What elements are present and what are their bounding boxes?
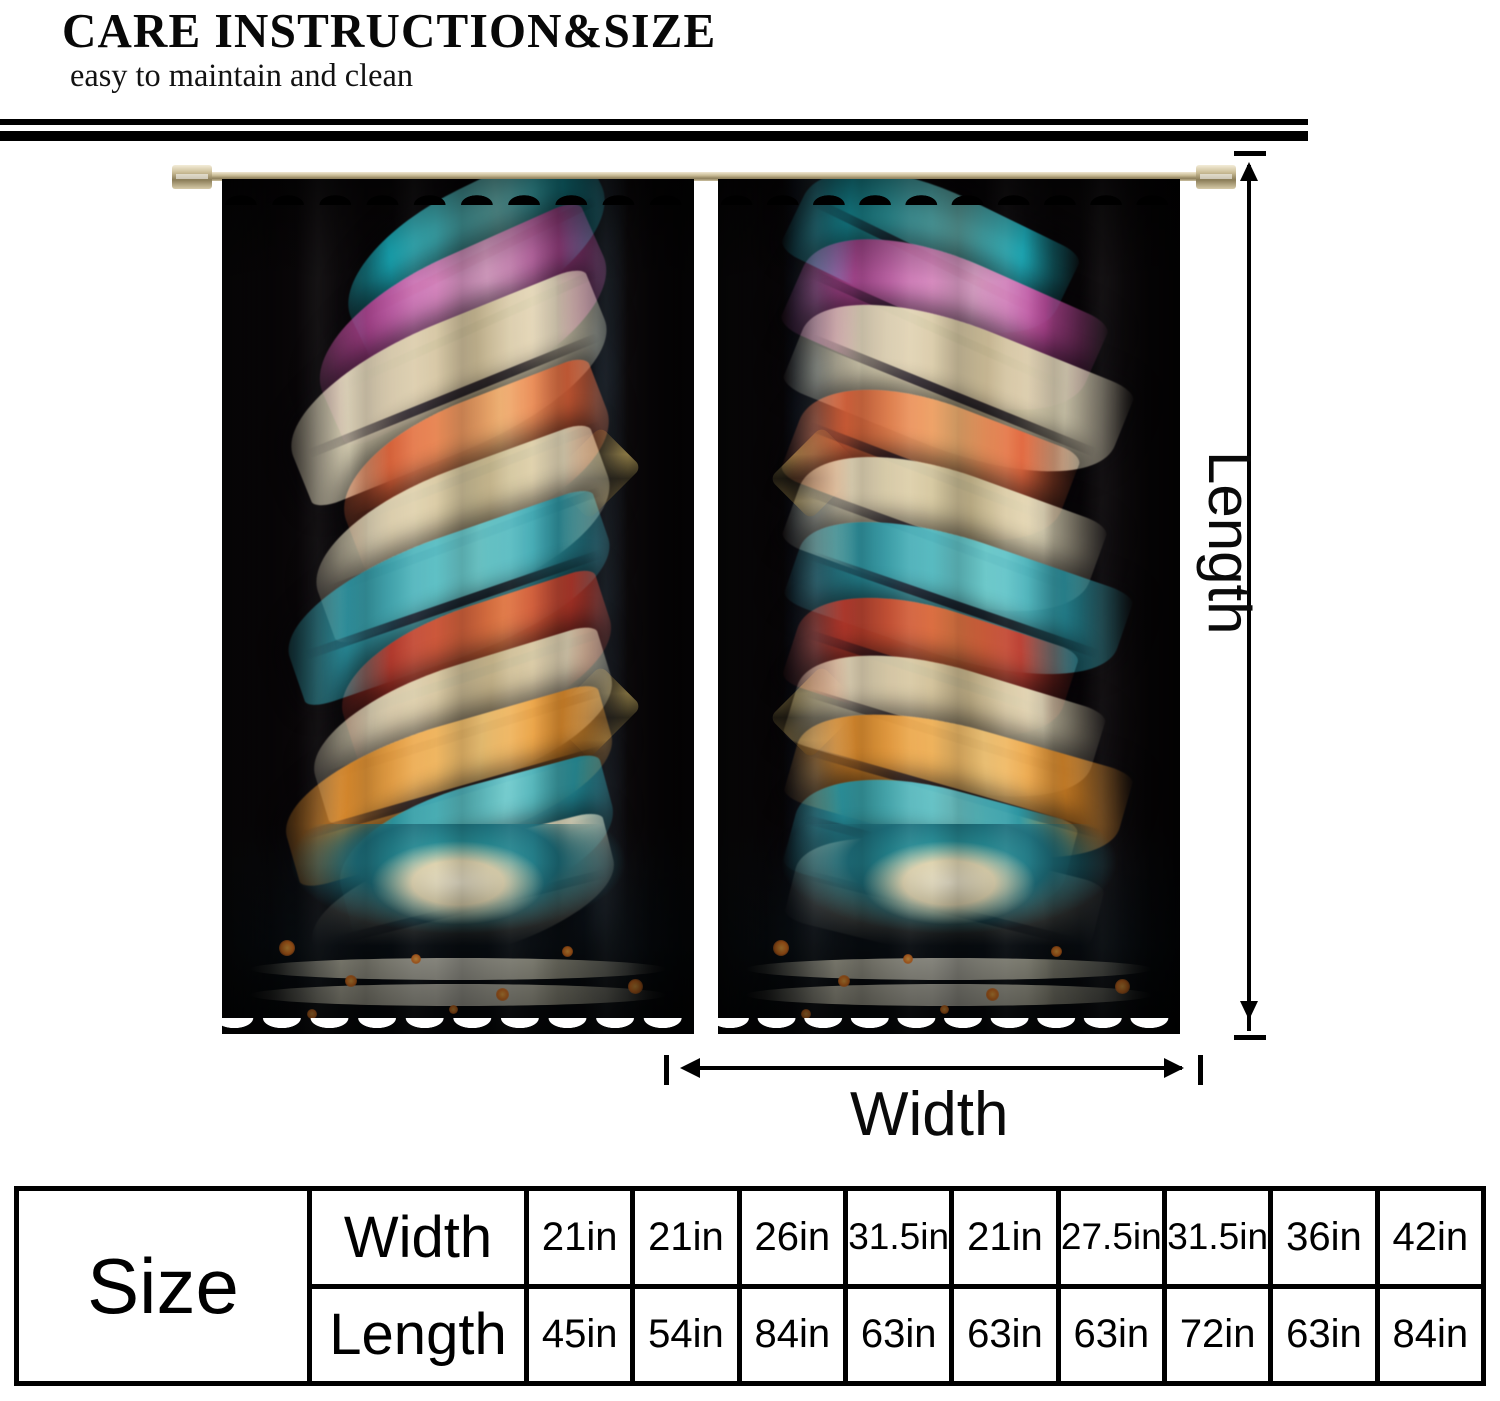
reflection-streak-0 — [745, 958, 1153, 981]
width-label: Width — [850, 1080, 1009, 1149]
length-tick-bottom — [1234, 1035, 1266, 1040]
width-tick-left — [664, 1055, 669, 1085]
product-image: Length Width — [0, 141, 1500, 1151]
width-arrowhead-right — [1164, 1058, 1184, 1078]
glowing-ember-6 — [448, 1004, 458, 1014]
length-value-8: 84in — [1374, 1283, 1487, 1386]
page-subtitle: easy to maintain and clean — [70, 58, 414, 94]
width-value-2: 26in — [736, 1186, 848, 1289]
rod-finial-left-icon — [172, 165, 212, 189]
page-title: CARE INSTRUCTION&SIZE — [62, 3, 717, 58]
curtain-hem-left — [222, 1018, 694, 1034]
length-arrow-line — [1247, 165, 1251, 1031]
width-value-1: 21in — [630, 1186, 742, 1289]
flower-and-pool-motif — [222, 824, 694, 1034]
width-value-7: 36in — [1268, 1186, 1380, 1289]
glowing-ember-6 — [939, 1004, 949, 1014]
curtain-panel-right — [718, 179, 1180, 1034]
glowing-ember-4 — [1050, 945, 1062, 957]
header-divider — [0, 119, 1308, 141]
length-arrowhead-top — [1240, 162, 1258, 181]
curtain-hem-right — [718, 1018, 1180, 1034]
length-value-1: 54in — [630, 1283, 742, 1386]
length-arrowhead-bottom — [1240, 1001, 1258, 1020]
width-tick-right — [1198, 1055, 1203, 1085]
curtain-rod — [186, 172, 1222, 181]
curtain-fabric-artwork-left — [222, 179, 694, 1034]
glowing-ember-0 — [278, 939, 295, 956]
glowing-ember-2 — [902, 954, 913, 965]
length-value-0: 45in — [523, 1283, 636, 1386]
width-dimension-annotation: Width — [660, 1039, 1220, 1149]
glowing-ember-2 — [410, 954, 421, 965]
row-label-width: Width — [307, 1186, 529, 1289]
header-block: CARE INSTRUCTION&SIZE easy to maintain a… — [0, 0, 1500, 112]
reflection-streak-1 — [250, 983, 666, 1006]
length-value-5: 63in — [1055, 1283, 1167, 1386]
rod-finial-right-icon — [1196, 165, 1236, 189]
length-dimension-annotation: Length — [1196, 151, 1352, 1041]
rod-pocket-gathers-right — [718, 179, 1180, 205]
width-value-5: 27.5in — [1055, 1186, 1167, 1289]
width-value-6: 31.5in — [1161, 1186, 1274, 1289]
width-arrowhead-left — [680, 1058, 700, 1078]
size-header-cell: Size — [14, 1186, 312, 1386]
width-arrow-line — [684, 1066, 1182, 1070]
table-row-width: Size Width 21in 21in 26in 31.5in 21in 27… — [14, 1186, 1487, 1386]
length-value-6: 72in — [1161, 1283, 1274, 1386]
row-label-length: Length — [307, 1283, 529, 1386]
width-value-8: 42in — [1374, 1186, 1487, 1289]
glowing-ember-1 — [344, 975, 357, 988]
table-row-length: Length 45in 54in 84in 63in 63in 63in 72i… — [17, 1283, 1487, 1386]
reflection-streak-0 — [250, 958, 666, 981]
divider-rule-thick — [0, 131, 1308, 141]
reflection-streak-1 — [745, 983, 1153, 1006]
glowing-ember-3 — [495, 987, 509, 1001]
length-value-4: 63in — [949, 1283, 1061, 1386]
glowing-ember-3 — [985, 987, 999, 1001]
glowing-ember-4 — [561, 945, 573, 957]
width-value-0: 21in — [523, 1186, 636, 1289]
size-chart: Size Width 21in 21in 26in 31.5in 21in 27… — [14, 1186, 1487, 1386]
divider-rule-thin — [0, 119, 1308, 125]
length-value-3: 63in — [842, 1283, 955, 1386]
size-table: Size Width 21in 21in 26in 31.5in 21in 27… — [14, 1186, 1487, 1386]
width-value-4: 21in — [949, 1186, 1061, 1289]
length-value-7: 63in — [1268, 1283, 1380, 1386]
flower-and-pool-motif — [718, 824, 1180, 1034]
curtain-fabric-artwork-right — [718, 179, 1180, 1034]
length-tick-top — [1234, 151, 1266, 156]
length-value-2: 84in — [736, 1283, 848, 1386]
curtain-panel-left — [222, 179, 694, 1034]
rod-pocket-gathers-left — [222, 179, 694, 205]
glowing-ember-0 — [773, 939, 790, 956]
width-value-3: 31.5in — [842, 1186, 955, 1289]
length-label: Length — [1196, 451, 1263, 635]
